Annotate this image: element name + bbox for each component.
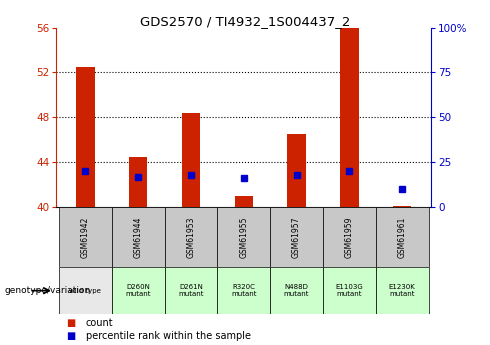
Text: R320C
mutant: R320C mutant [231, 284, 257, 297]
Bar [165, 207, 218, 267]
Text: genotype/variation: genotype/variation [5, 286, 91, 295]
Text: GSM61953: GSM61953 [187, 216, 196, 258]
Bar [235, 196, 253, 207]
Bar [112, 267, 165, 314]
Text: N488D
mutant: N488D mutant [284, 284, 309, 297]
Bar [76, 67, 95, 207]
Bar [59, 267, 112, 314]
Bar [270, 207, 323, 267]
Bar [287, 134, 306, 207]
Bar [340, 28, 359, 207]
Bar [218, 207, 270, 267]
Text: GSM61955: GSM61955 [239, 216, 248, 258]
Text: GSM61961: GSM61961 [398, 217, 407, 258]
Text: wild type: wild type [70, 288, 101, 294]
Bar [376, 207, 429, 267]
Text: GDS2570 / TI4932_1S004437_2: GDS2570 / TI4932_1S004437_2 [140, 16, 350, 29]
Bar [182, 113, 200, 207]
Text: E1103G
mutant: E1103G mutant [336, 284, 363, 297]
Bar [323, 207, 376, 267]
Text: GSM61942: GSM61942 [81, 217, 90, 258]
Text: GSM61944: GSM61944 [134, 216, 143, 258]
Text: percentile rank within the sample: percentile rank within the sample [86, 332, 251, 341]
Text: ■: ■ [66, 332, 75, 341]
Bar [59, 207, 112, 267]
Bar [165, 267, 218, 314]
Bar [376, 267, 429, 314]
Bar [393, 206, 412, 207]
Text: count: count [86, 318, 113, 327]
Bar [112, 207, 165, 267]
Text: GSM61957: GSM61957 [292, 216, 301, 258]
Text: GSM61959: GSM61959 [345, 216, 354, 258]
Text: E1230K
mutant: E1230K mutant [389, 284, 416, 297]
Bar [218, 267, 270, 314]
Bar [323, 267, 376, 314]
Text: D260N
mutant: D260N mutant [125, 284, 151, 297]
Bar [270, 267, 323, 314]
Bar [129, 157, 147, 207]
Text: ■: ■ [66, 318, 75, 327]
Text: D261N
mutant: D261N mutant [178, 284, 204, 297]
